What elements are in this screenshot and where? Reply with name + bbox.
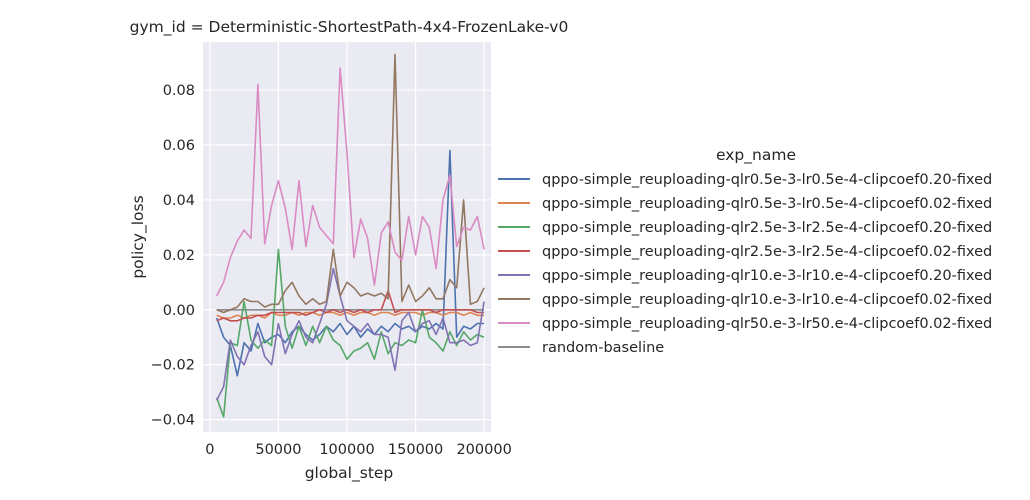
y-tick-label: 0.04 bbox=[163, 193, 195, 209]
y-axis-label: policy_loss bbox=[129, 195, 148, 278]
legend-title: exp_name bbox=[716, 146, 796, 165]
tick-labels: 0 50000 100000 150000 200000 −0.04 −0.02 0.00 0.… bbox=[151, 83, 512, 458]
series-line-1 bbox=[216, 311, 485, 319]
legend-entry: qppo-simple_reuploading-qlr10.e-3-lr10.e… bbox=[542, 292, 992, 308]
legend-entry: qppo-simple_reuploading-qlr0.5e-3-lr0.5e… bbox=[542, 196, 992, 212]
y-tick-label: −0.02 bbox=[151, 358, 195, 374]
series-line-5 bbox=[216, 53, 485, 314]
series-line-3 bbox=[216, 289, 485, 322]
x-tick-label: 200000 bbox=[456, 442, 511, 458]
y-tick-label: 0.02 bbox=[163, 248, 195, 264]
x-tick-label: 100000 bbox=[319, 442, 374, 458]
y-tick-label: 0.08 bbox=[163, 83, 195, 99]
x-tick-label: 50000 bbox=[255, 442, 301, 458]
y-tick-label: 0.00 bbox=[163, 303, 195, 319]
legend-entry: qppo-simple_reuploading-qlr2.5e-3-lr2.5e… bbox=[542, 244, 992, 260]
legend: exp_name qppo-simple_reuploading-qlr0.5e… bbox=[498, 146, 992, 356]
y-tick-label: 0.06 bbox=[163, 138, 195, 154]
x-tick-label: 150000 bbox=[388, 442, 443, 458]
x-tick-label: 0 bbox=[205, 442, 214, 458]
legend-entry: qppo-simple_reuploading-qlr0.5e-3-lr0.5e… bbox=[542, 172, 992, 188]
series-line-6 bbox=[215, 67, 485, 297]
series-line-4 bbox=[215, 267, 485, 401]
series-layer bbox=[215, 53, 485, 418]
legend-entry: qppo-simple_reuploading-qlr10.e-3-lr10.e… bbox=[542, 268, 992, 284]
legend-entry: qppo-simple_reuploading-qlr50.e-3-lr50.e… bbox=[542, 316, 992, 332]
legend-entry: qppo-simple_reuploading-qlr2.5e-3-lr2.5e… bbox=[542, 220, 992, 236]
legend-entry: random-baseline bbox=[542, 340, 664, 356]
y-tick-label: −0.04 bbox=[151, 413, 195, 429]
x-axis-label: global_step bbox=[305, 464, 394, 483]
chart-title: gym_id = Deterministic-ShortestPath-4x4-… bbox=[130, 18, 569, 37]
